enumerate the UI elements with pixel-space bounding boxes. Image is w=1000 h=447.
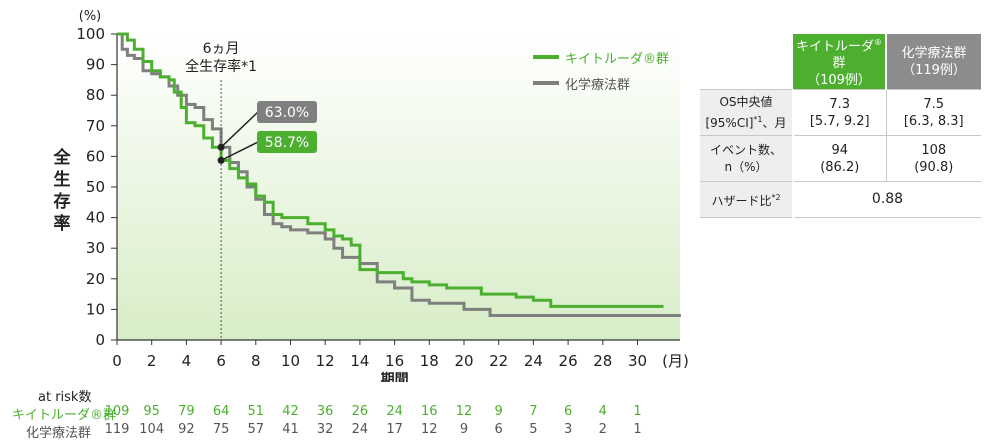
at-risk-chemo-value: 92	[178, 422, 195, 437]
chemo-callout-line	[220, 111, 259, 148]
at-risk-label-chemo: 化学療法群	[26, 426, 92, 441]
x-tick-label: 28	[593, 352, 612, 370]
at-risk-label-pembro: キイトルーダ®群	[12, 408, 117, 423]
at-risk-chemo-value: 6	[494, 422, 503, 437]
at-risk-chemo-value: 119	[104, 422, 130, 437]
at-risk-chemo-value: 12	[421, 422, 438, 437]
table-corner	[700, 34, 793, 91]
y-tick-label: 0	[95, 331, 105, 349]
at-risk-pembro-value: 36	[316, 404, 334, 419]
at-risk-pembro-value: 1	[633, 404, 642, 419]
at-risk-chemo-value: 3	[563, 422, 573, 437]
row-label-os: OS中央値 [95%CI]*1、月	[700, 89, 794, 137]
at-risk-title: at risk数	[38, 390, 92, 405]
y-axis-title-char: 生	[54, 169, 71, 190]
y-tick-label: 10	[86, 300, 105, 318]
at-risk-pembro-value: 64	[212, 404, 230, 419]
os-pembro-cell: 7.3 [5.7, 9.2]	[793, 89, 887, 137]
x-tick-label: 16	[385, 352, 404, 370]
pembro-value-label: 58.7%	[265, 135, 309, 151]
row-label-events: イベント数、 n（%）	[700, 135, 794, 183]
table-header-pembro: キイトルーダ®群 （109例）	[793, 34, 887, 91]
at-risk-chemo-value: 1	[633, 422, 642, 437]
y-tick-label: 30	[86, 239, 105, 257]
x-unit-label: (月)	[662, 352, 689, 370]
chemo-value-box	[257, 101, 317, 123]
x-tick-label: 26	[559, 352, 578, 370]
os-chemo-cell: 7.5 [6.3, 8.3]	[886, 89, 981, 137]
at-risk-pembro-value: 26	[351, 404, 369, 419]
y-tick-label: 20	[86, 270, 105, 288]
x-tick-label: 20	[454, 352, 473, 370]
row-label-hr: ハザード比*2	[700, 181, 794, 219]
legend-label-pembro: キイトルーダ®群	[565, 51, 670, 67]
x-tick-label: 22	[489, 352, 508, 370]
summary-table: キイトルーダ®群 （109例） 化学療法群 （119例） OS中央値 [95%C…	[700, 34, 981, 219]
events-chemo-cell: 108 (90.8)	[886, 135, 981, 183]
at-risk-chemo-value: 104	[139, 422, 165, 437]
y-tick-label: 100	[76, 25, 105, 43]
y-tick-label: 40	[86, 209, 105, 227]
pembro-callout-line	[220, 141, 259, 162]
y-axis-title-char: 率	[54, 213, 71, 234]
y-tick-label: 50	[86, 178, 105, 196]
at-risk-pembro-value: 109	[104, 404, 130, 419]
x-tick-label: 0	[112, 352, 122, 370]
at-risk-pembro-value: 6	[563, 404, 573, 419]
legend-label-chemo: 化学療法群	[565, 77, 631, 93]
events-pembro-cell: 94 (86.2)	[793, 135, 887, 183]
at-risk-pembro-value: 9	[494, 404, 503, 419]
at-risk-chemo-value: 75	[212, 422, 230, 437]
y-axis-title-char: 存	[54, 191, 71, 212]
x-tick-label: 18	[420, 352, 439, 370]
x-tick-label: 14	[350, 352, 369, 370]
x-tick-label: 30	[628, 352, 647, 370]
pembro-line	[117, 32, 664, 308]
at-risk-pembro-value: 16	[421, 404, 438, 419]
chemo-value-label: 63.0%	[265, 105, 309, 121]
x-axis-title: 期間	[381, 372, 409, 382]
legend-item-chemo: 化学療法群	[533, 70, 669, 96]
y-tick-label: 60	[86, 147, 105, 165]
x-tick-label: 12	[316, 352, 335, 370]
y-axis-title-char: 全	[53, 147, 72, 168]
table-header-chemo: 化学療法群 （119例）	[886, 34, 981, 91]
x-tick-label: 8	[251, 352, 261, 370]
at-risk-pembro-value: 7	[529, 404, 538, 419]
pembro-value-box	[257, 131, 317, 153]
at-risk-chemo-value: 2	[598, 422, 607, 437]
at-risk-pembro-value: 4	[598, 404, 607, 419]
at-risk-chemo-value: 41	[282, 422, 299, 437]
x-tick-label: 24	[524, 352, 543, 370]
hr-value-cell: 0.88	[793, 181, 981, 219]
at-risk-pembro-value: 79	[178, 404, 195, 419]
y-tick-label: 70	[86, 117, 105, 135]
at-risk-chemo-value: 17	[386, 422, 403, 437]
at-risk-chemo-value: 5	[529, 422, 538, 437]
six-month-label-1: 6ヵ月	[203, 41, 240, 57]
legend-swatch-pembro	[533, 55, 559, 59]
x-tick-label: 2	[147, 352, 157, 370]
at-risk-chemo-value: 32	[316, 422, 334, 437]
x-tick-label: 6	[216, 352, 226, 370]
legend-item-pembro: キイトルーダ®群	[533, 44, 669, 70]
at-risk-table: at risk数 キイトルーダ®群 化学療法群 109 119 95 104 79 92 6…	[0, 382, 700, 447]
at-risk-chemo-value: 9	[459, 422, 469, 437]
legend: キイトルーダ®群 化学療法群	[533, 44, 669, 96]
at-risk-chemo-value: 57	[247, 422, 265, 437]
at-risk-pembro-value: 12	[455, 404, 473, 419]
y-unit-label: (%)	[79, 9, 102, 24]
at-risk-pembro-value: 51	[247, 404, 265, 419]
x-tick-label: 4	[182, 352, 192, 370]
at-risk-pembro-value: 95	[143, 404, 160, 419]
at-risk-chemo-value: 24	[351, 422, 369, 437]
x-tick-label: 10	[281, 352, 300, 370]
at-risk-pembro-value: 42	[282, 404, 299, 419]
y-tick-label: 90	[86, 56, 105, 74]
at-risk-pembro-value: 24	[386, 404, 403, 419]
legend-swatch-chemo	[533, 81, 559, 85]
six-month-label-2: 全生存率*1	[185, 58, 257, 75]
y-tick-label: 80	[86, 86, 105, 104]
